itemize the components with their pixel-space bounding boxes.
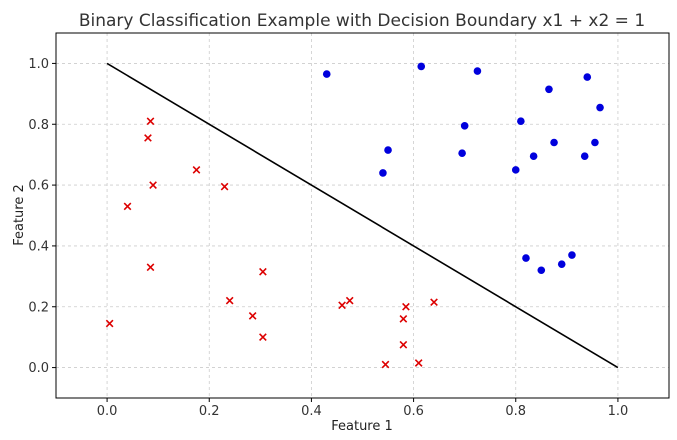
blue-point	[557, 260, 566, 268]
blue-point	[322, 70, 331, 78]
y-tick-label: 0.8	[28, 118, 49, 133]
blue-point	[379, 169, 387, 177]
y-tick-label: 0.0	[28, 361, 49, 376]
data-points	[105, 62, 604, 369]
blue-point	[583, 73, 592, 81]
y-axis-ticks: 0.0 0.2 0.4 0.6 0.8 1.0	[28, 57, 56, 376]
red-x-point	[414, 359, 423, 367]
x-tick-label: 0.0	[97, 404, 118, 419]
x-axis-ticks: 0.0 0.2 0.4 0.6 0.8 1.0	[97, 398, 629, 419]
x-tick-label: 1.0	[608, 404, 629, 419]
y-tick-label: 0.6	[28, 179, 49, 194]
red-x-point	[146, 117, 155, 126]
red-x-point	[381, 360, 390, 369]
blue-point	[591, 138, 599, 147]
blue-point	[545, 85, 553, 94]
red-x-point	[105, 319, 114, 328]
decision-boundary-layer	[106, 62, 619, 369]
blue-point	[550, 138, 558, 147]
grid	[56, 33, 669, 398]
blue-point	[580, 152, 589, 160]
y-tick-label: 1.0	[28, 57, 49, 72]
x-tick-label: 0.6	[403, 404, 424, 419]
blue-point	[417, 62, 426, 71]
blue-point	[522, 254, 530, 262]
red-x-point	[402, 302, 410, 311]
red-x-point	[123, 202, 132, 211]
red-x-point	[220, 182, 229, 191]
y-tick-label: 0.4	[28, 239, 49, 254]
chart-title: Binary Classification Example with Decis…	[79, 11, 645, 31]
red-x-point	[225, 296, 234, 305]
blue-point	[384, 146, 392, 154]
red-x-point	[192, 166, 201, 174]
x-axis-label: Feature 1	[331, 419, 393, 434]
red-x-point	[146, 263, 155, 272]
red-x-point	[259, 333, 267, 342]
blue-point	[511, 166, 520, 174]
x-tick-label: 0.2	[199, 404, 220, 419]
red-x-point	[338, 301, 346, 310]
blue-point	[458, 149, 466, 157]
decision-boundary-line	[106, 62, 619, 369]
red-x-point	[345, 296, 354, 305]
blue-point	[460, 121, 469, 130]
y-tick-label: 0.2	[28, 300, 49, 315]
plot-area-frame	[55, 32, 670, 399]
blue-point	[517, 117, 525, 126]
red-x-point	[399, 340, 408, 349]
red-x-point	[399, 315, 408, 323]
blue-point	[473, 67, 482, 75]
blue-point	[529, 152, 538, 160]
x-tick-label: 0.8	[505, 404, 526, 419]
red-x-point	[259, 267, 267, 276]
red-x-point	[149, 181, 157, 189]
red-x-point	[248, 312, 257, 320]
y-axis-label: Feature 2	[12, 184, 27, 246]
red-x-point	[144, 134, 152, 142]
x-tick-label: 0.4	[301, 404, 322, 419]
blue-point	[537, 266, 546, 275]
blue-point	[596, 103, 604, 112]
red-x-point	[430, 298, 438, 307]
blue-point	[568, 251, 576, 259]
